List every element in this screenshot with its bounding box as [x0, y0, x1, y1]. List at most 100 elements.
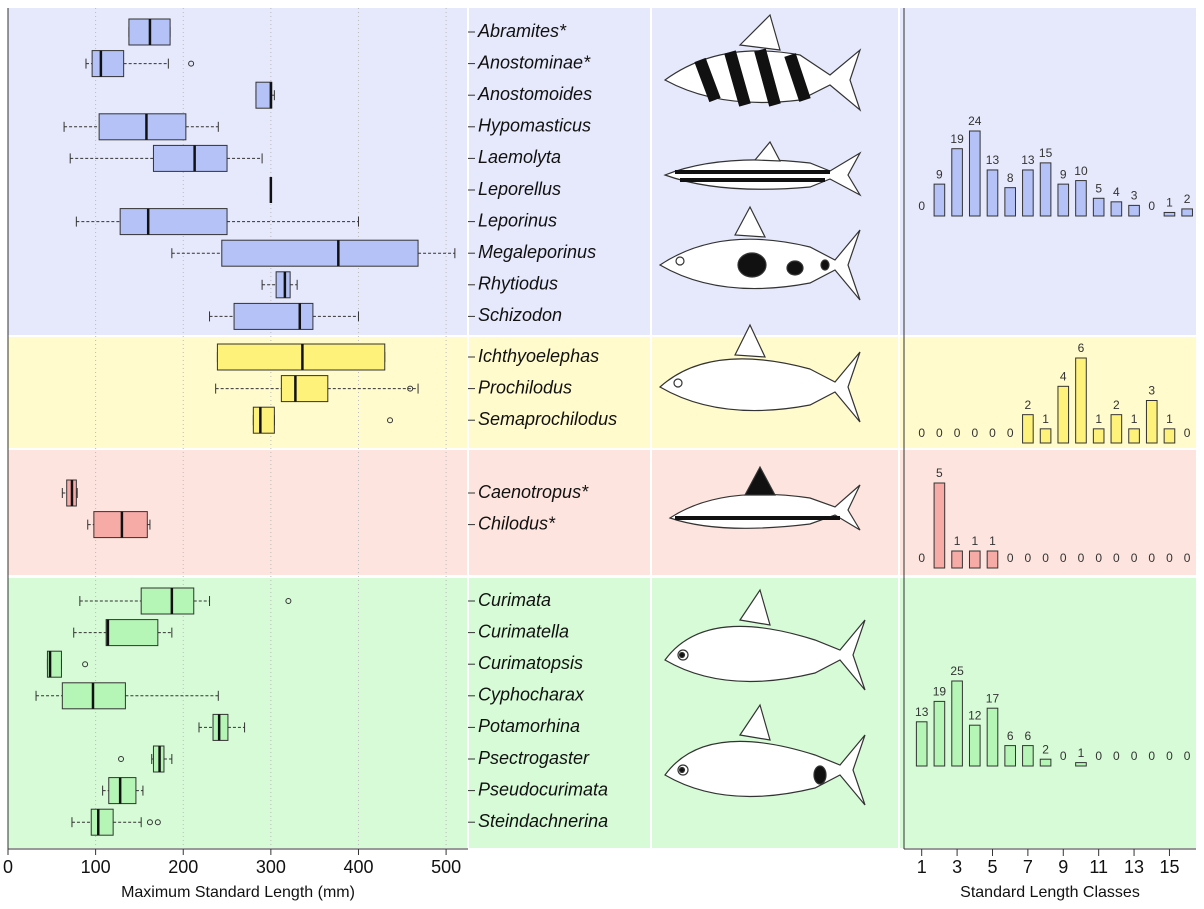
genus-label: Rhytiodus	[478, 274, 558, 294]
genus-label: Psectrogaster	[478, 748, 590, 768]
bar-value-label: 15	[1039, 146, 1053, 160]
bar-value-label: 1	[1078, 746, 1085, 760]
bar-value-label: 0	[1113, 551, 1120, 565]
genus-label: Leporinus	[478, 210, 557, 230]
x-tick-label: 11	[1089, 857, 1108, 877]
bar-value-label: 0	[1025, 551, 1032, 565]
x-tick-label: 1	[917, 857, 927, 877]
bar-value-label: 1	[1166, 412, 1173, 426]
box	[153, 145, 227, 171]
genus-label: Caenotropus*	[478, 482, 589, 502]
genus-label: Pseudocurimata	[478, 779, 608, 799]
bar-value-label: 0	[1095, 551, 1102, 565]
bar-value-label: 9	[936, 167, 943, 181]
bar-value-label: 5	[1095, 181, 1102, 195]
genus-label: Curimatella	[478, 621, 569, 641]
box	[222, 240, 418, 266]
bar-value-label: 6	[1025, 729, 1032, 743]
bar-value-label: 1	[1042, 412, 1049, 426]
bar	[1040, 163, 1051, 216]
bar-value-label: 8	[1007, 171, 1014, 185]
bar-value-label: 4	[1060, 370, 1067, 384]
bar	[1146, 401, 1157, 444]
x-tick-label: 7	[1023, 857, 1033, 877]
genus-label: Hypomasticus	[478, 116, 591, 136]
bar-value-label: 0	[1148, 749, 1155, 763]
box	[276, 272, 290, 298]
box	[213, 714, 228, 740]
bar	[1164, 212, 1175, 216]
box	[217, 344, 384, 370]
x-tick-label: 400	[343, 857, 373, 877]
bar-value-label: 0	[1078, 551, 1085, 565]
x-tick-label: 0	[3, 857, 13, 877]
box	[92, 51, 124, 77]
bar	[1129, 429, 1140, 443]
genus-label: Steindachnerina	[478, 811, 608, 831]
bar-value-label: 3	[1131, 189, 1138, 203]
bar	[1093, 429, 1104, 443]
bar-value-label: 0	[1095, 749, 1102, 763]
family-band	[8, 450, 1196, 575]
bar	[1093, 198, 1104, 216]
bar	[934, 483, 945, 568]
bar	[1111, 415, 1122, 443]
bar-value-label: 3	[1148, 384, 1155, 398]
bar-value-label: 0	[1166, 551, 1173, 565]
bar-value-label: 2	[1025, 398, 1032, 412]
bar	[952, 681, 963, 766]
genus-label: Megaleporinus	[478, 242, 596, 262]
bar	[1058, 386, 1069, 443]
genus-label: Prochilodus	[478, 377, 572, 397]
bar-value-label: 0	[1131, 749, 1138, 763]
bar-value-label: 19	[933, 685, 947, 699]
bar-value-label: 0	[918, 426, 925, 440]
bar-value-label: 0	[989, 426, 996, 440]
bar-value-label: 6	[1007, 729, 1014, 743]
x-tick-label: 9	[1058, 857, 1068, 877]
box	[253, 407, 274, 433]
genus-label: Cyphocharax	[478, 685, 585, 705]
box	[91, 809, 113, 835]
bar	[1111, 202, 1122, 216]
bar-value-label: 5	[936, 466, 943, 480]
bar-value-label: 0	[1007, 551, 1014, 565]
bar-value-label: 0	[1184, 551, 1191, 565]
bar	[987, 551, 998, 568]
bar-value-label: 2	[1184, 192, 1191, 206]
bar-value-label: 1	[1166, 196, 1173, 210]
genus-label: Potamorhina	[478, 716, 580, 736]
genus-label: Laemolyta	[478, 147, 561, 167]
bar-value-label: 1	[989, 534, 996, 548]
bar-value-label: 24	[968, 114, 982, 128]
bar-value-label: 9	[1060, 167, 1067, 181]
genus-label: Curimata	[478, 590, 551, 610]
bar	[1076, 181, 1087, 216]
bar-value-label: 0	[1184, 749, 1191, 763]
bar-value-label: 0	[936, 426, 943, 440]
bar-value-label: 1	[1095, 412, 1102, 426]
bar	[952, 551, 963, 568]
x-tick-label: 13	[1124, 857, 1144, 877]
bar-value-label: 0	[1184, 426, 1191, 440]
bar	[1076, 358, 1087, 443]
bar-value-label: 0	[1131, 551, 1138, 565]
bar	[969, 551, 980, 568]
bar	[1182, 209, 1193, 216]
bar	[1040, 429, 1051, 443]
family-band	[8, 337, 1196, 448]
box	[256, 82, 272, 108]
box	[234, 303, 313, 329]
bar	[916, 722, 927, 766]
x-tick-label: 300	[256, 857, 286, 877]
bar	[934, 184, 945, 216]
bar-value-label: 2	[1113, 398, 1120, 412]
x-tick-label: 100	[81, 857, 111, 877]
genus-label: Curimatopsis	[478, 653, 583, 673]
bar	[1023, 746, 1034, 766]
x-tick-label: 5	[987, 857, 997, 877]
bar-value-label: 0	[1148, 551, 1155, 565]
x-axis-label: Standard Length Classes	[960, 884, 1140, 901]
bar-value-label: 0	[1060, 749, 1067, 763]
x-tick-label: 500	[431, 857, 461, 877]
